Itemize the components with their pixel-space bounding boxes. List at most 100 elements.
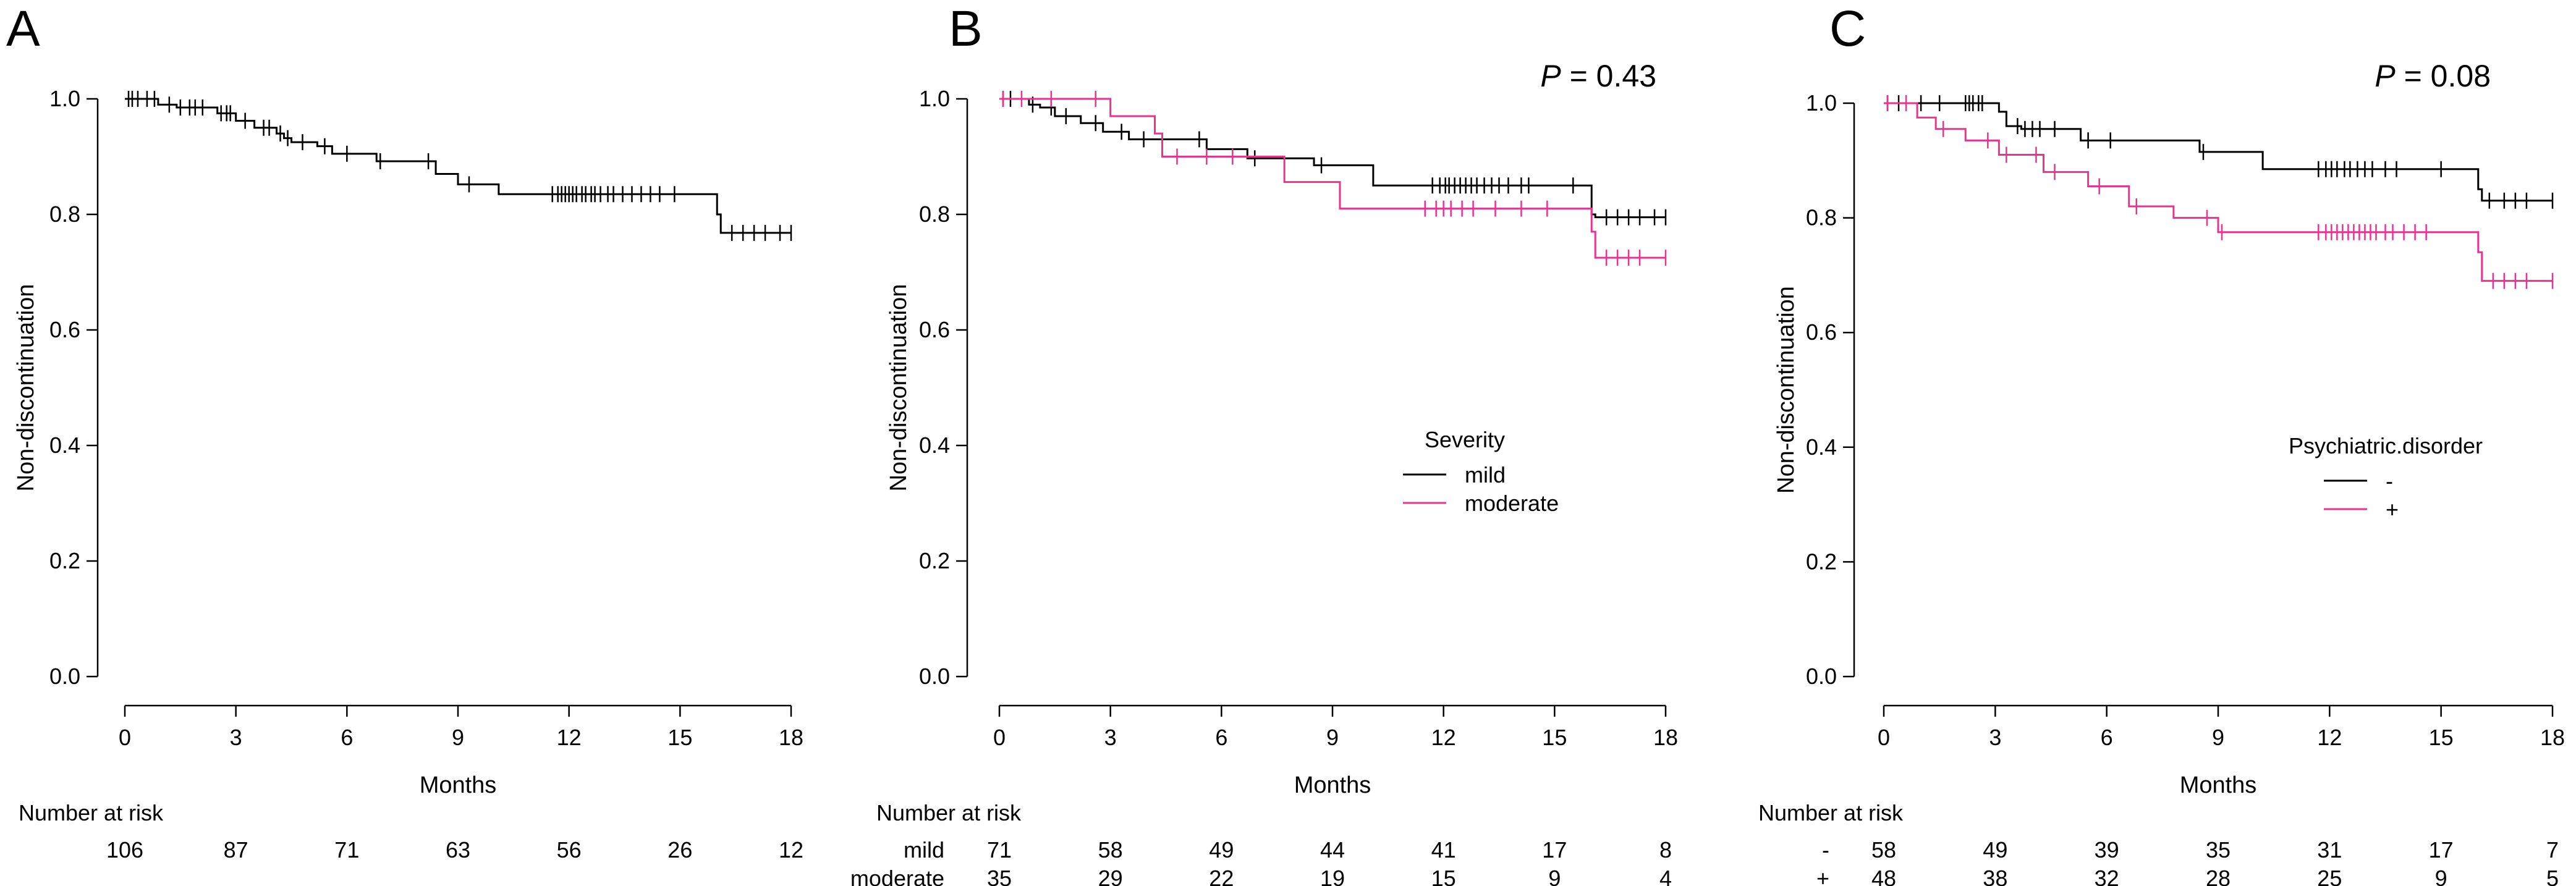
risk-count: 12 — [779, 837, 803, 863]
risk-count: 87 — [224, 837, 248, 863]
y-tick-label: 0.6 — [49, 317, 80, 342]
y-tick-label: 1.0 — [49, 86, 80, 111]
legend-label: mild — [1465, 462, 1506, 487]
legend-label: + — [2386, 497, 2399, 522]
panel-a: A 0.0 0.2 0.4 0.6 0.8 1.0 Non-discontinuation 0 3… — [6, 1, 803, 863]
risk-count: 17 — [2429, 837, 2454, 863]
x-tick-label: 9 — [2212, 725, 2224, 750]
y-tick-label: 0.2 — [919, 548, 950, 573]
km-curve-all — [125, 98, 791, 234]
risk-row-label: + — [1816, 866, 1829, 886]
y-tick-label: 0.4 — [49, 432, 80, 458]
y-tick-label: 0.4 — [919, 432, 950, 458]
y-tick-label: 0.2 — [1806, 549, 1837, 574]
km-curve-mild — [999, 98, 1666, 219]
x-tick-label: 18 — [2540, 725, 2565, 750]
risk-title: Number at risk — [1758, 800, 1904, 825]
x-tick-label: 9 — [1326, 725, 1339, 750]
panel-letter: B — [949, 1, 983, 57]
y-tick-label: 0.0 — [919, 664, 950, 689]
risk-count: 44 — [1320, 837, 1345, 863]
risk-count: 19 — [1320, 866, 1345, 886]
km-curve-moderate — [999, 98, 1666, 259]
risk-count: 35 — [987, 866, 1012, 886]
risk-count: 7 — [2546, 837, 2559, 863]
y-tick-label: 0.4 — [1806, 434, 1837, 460]
risk-count: 35 — [2206, 837, 2231, 863]
x-axis-title: Months — [1294, 772, 1371, 798]
risk-count: 32 — [2095, 866, 2119, 886]
y-tick-label: 1.0 — [919, 86, 950, 111]
x-tick-label: 6 — [1215, 725, 1227, 750]
x-tick-label: 3 — [1989, 725, 2001, 750]
x-axis-title: Months — [420, 772, 497, 798]
legend: Severity mild moderate — [1403, 427, 1559, 516]
risk-count: 15 — [1431, 866, 1456, 886]
x-tick-label: 0 — [993, 725, 1006, 750]
p-value: P = 0.08 — [2375, 59, 2491, 93]
risk-count: 39 — [2095, 837, 2119, 863]
risk-count: 29 — [1098, 866, 1123, 886]
x-axis-title: Months — [2180, 772, 2257, 798]
risk-count: 22 — [1209, 866, 1234, 886]
x-tick-label: 3 — [230, 725, 242, 750]
x-tick-label: 18 — [779, 725, 803, 750]
y-tick-label: 0.0 — [1806, 664, 1837, 689]
risk-count: 49 — [1209, 837, 1234, 863]
y-tick-label: 0.8 — [919, 201, 950, 227]
panel-b: B 0.0 0.2 0.4 0.6 0.8 1.0 Non-discontinuation 0 3… — [850, 1, 1678, 886]
risk-count: 106 — [106, 837, 143, 863]
risk-count: 25 — [2317, 866, 2342, 886]
legend: Psychiatric.disorder - + — [2289, 433, 2483, 522]
y-tick-label: 1.0 — [1806, 90, 1837, 116]
risk-row-label: - — [1822, 837, 1829, 863]
panel-letter: C — [1829, 1, 1866, 57]
risk-count: 9 — [2435, 866, 2447, 886]
risk-count: 58 — [1871, 837, 1896, 863]
x-tick-label: 6 — [2101, 725, 2113, 750]
x-tick-label: 12 — [2317, 725, 2342, 750]
y-axis-title: Non-discontinuation — [13, 284, 39, 492]
x-tick-label: 6 — [341, 725, 353, 750]
y-axis-title: Non-discontinuation — [1773, 286, 1799, 494]
y-tick-label: 0.2 — [49, 548, 80, 573]
p-value: P = 0.43 — [1540, 59, 1656, 93]
y-axis-title: Non-discontinuation — [886, 284, 912, 492]
legend-label: moderate — [1465, 491, 1559, 516]
y-tick-label: 0.6 — [919, 317, 950, 342]
risk-title: Number at risk — [876, 800, 1022, 825]
x-tick-label: 12 — [557, 725, 582, 750]
x-tick-label: 0 — [119, 725, 131, 750]
risk-count: 49 — [1983, 837, 2007, 863]
legend-title: Severity — [1425, 427, 1505, 452]
y-tick-label: 0.6 — [1806, 319, 1837, 345]
risk-count: 5 — [2546, 866, 2559, 886]
risk-count: 38 — [1983, 866, 2007, 886]
risk-count: 4 — [1659, 866, 1672, 886]
risk-count: 8 — [1659, 837, 1672, 863]
x-tick-label: 3 — [1104, 725, 1117, 750]
x-tick-label: 18 — [1653, 725, 1678, 750]
risk-count: 71 — [334, 837, 359, 863]
risk-count: 56 — [557, 837, 582, 863]
risk-count: 48 — [1871, 866, 1896, 886]
x-tick-label: 15 — [667, 725, 692, 750]
x-tick-label: 15 — [2429, 725, 2454, 750]
legend-title: Psychiatric.disorder — [2289, 433, 2483, 458]
panel-letter: A — [6, 1, 40, 57]
risk-count: 31 — [2317, 837, 2342, 863]
x-tick-label: 0 — [1878, 725, 1890, 750]
risk-count: 9 — [1548, 866, 1561, 886]
risk-count: 63 — [446, 837, 470, 863]
y-tick-label: 0.8 — [1806, 205, 1837, 230]
risk-row-label: moderate — [850, 866, 944, 886]
risk-count: 17 — [1542, 837, 1567, 863]
legend-label: - — [2386, 468, 2393, 494]
panel-c: C 0.0 0.2 0.4 0.6 0.8 1.0 Non-discontinuation 0 3… — [1758, 1, 2565, 886]
risk-row-label: mild — [904, 837, 944, 863]
km-curve-minus — [1884, 102, 2553, 202]
risk-count: 28 — [2206, 866, 2231, 886]
risk-count: 41 — [1431, 837, 1456, 863]
y-tick-label: 0.8 — [49, 201, 80, 227]
